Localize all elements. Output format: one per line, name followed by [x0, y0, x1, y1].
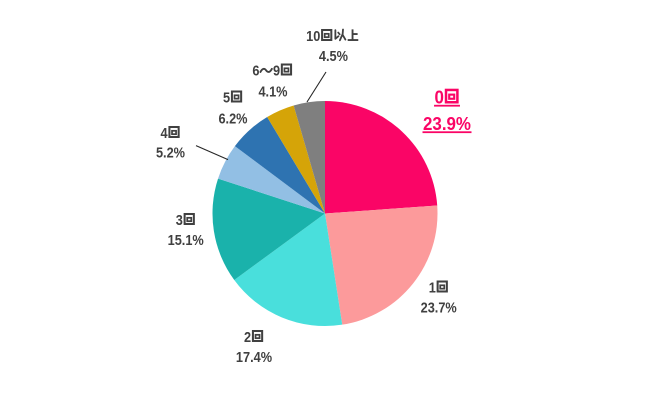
svg-text:6.2%: 6.2%	[218, 111, 247, 128]
svg-text:17.4%: 17.4%	[236, 349, 272, 366]
svg-text:3: 3	[176, 212, 183, 229]
svg-text:9: 9	[273, 63, 280, 80]
svg-text:4.1%: 4.1%	[258, 84, 287, 101]
svg-text:6: 6	[252, 63, 259, 80]
svg-text:4.5%: 4.5%	[319, 48, 348, 65]
svg-text:15.1%: 15.1%	[168, 232, 204, 249]
svg-text:5.2%: 5.2%	[156, 145, 185, 162]
svg-text:1: 1	[429, 280, 436, 297]
svg-text:23.7%: 23.7%	[421, 300, 457, 317]
svg-text:4: 4	[161, 125, 169, 142]
svg-text:0: 0	[435, 87, 444, 108]
svg-text:10: 10	[306, 28, 320, 45]
svg-text:23.9%: 23.9%	[423, 113, 471, 134]
svg-text:5: 5	[223, 90, 230, 107]
svg-text:2: 2	[244, 329, 251, 346]
